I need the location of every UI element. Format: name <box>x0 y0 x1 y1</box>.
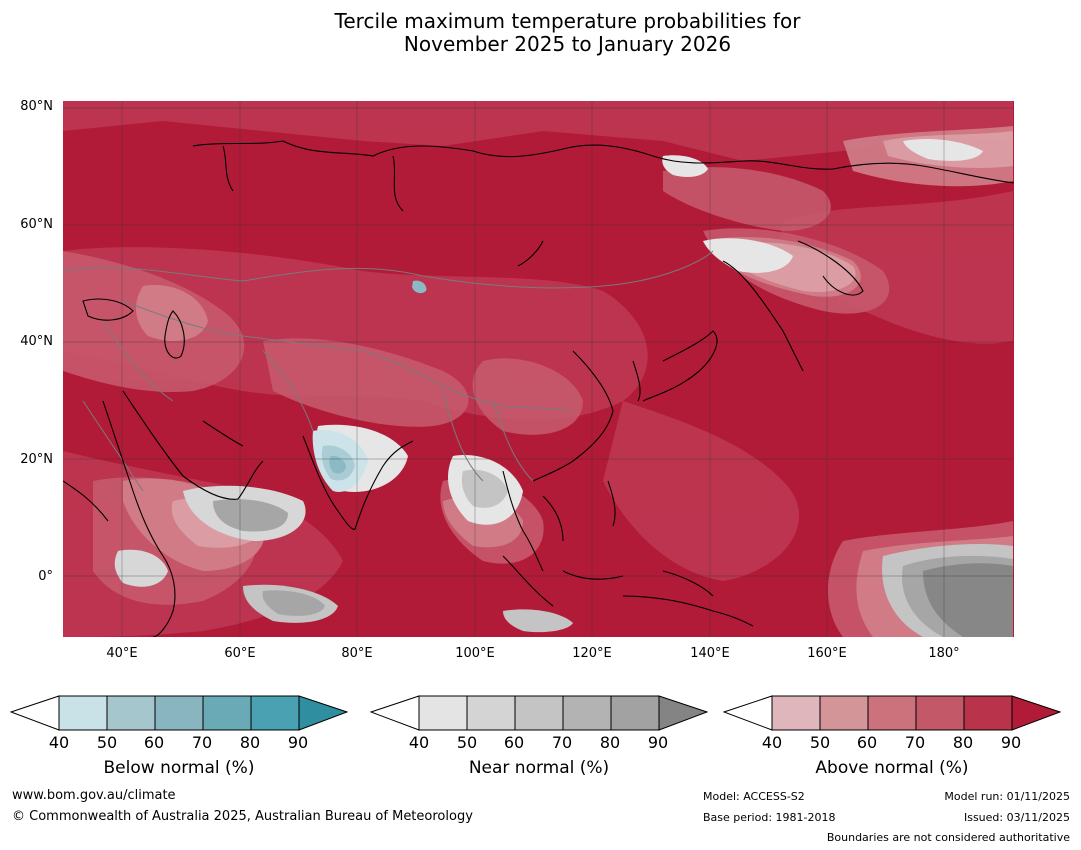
colorbar-segment <box>106 695 156 731</box>
tick: 60 <box>856 733 878 752</box>
lat-label-80n: 80°N <box>20 99 53 114</box>
below-normal-ticks: 40 50 60 70 80 90 <box>10 733 348 752</box>
tick: 50 <box>456 733 478 752</box>
below-normal-label: Below normal (%) <box>103 758 255 778</box>
lon-label-140e: 140°E <box>690 646 730 661</box>
lon-label-120e: 120°E <box>572 646 612 661</box>
colorbar-segment <box>466 695 516 731</box>
lon-label-180: 180° <box>928 646 960 661</box>
colorbar-extend-triangle <box>298 695 348 731</box>
colorbar-segment <box>915 695 965 731</box>
colorbar-segment <box>610 695 660 731</box>
colorbar-segment <box>963 695 1013 731</box>
tick: 90 <box>647 733 669 752</box>
coastlines <box>63 140 1014 637</box>
tick: 70 <box>551 733 573 752</box>
colorbar-segment <box>154 695 204 731</box>
tick: 40 <box>48 733 70 752</box>
tick: 50 <box>809 733 831 752</box>
chart-title: Tercile maximum temperature probabilitie… <box>0 10 1081 56</box>
base-period-text: Base period: 1981-2018 <box>703 811 836 824</box>
graticule <box>63 101 1014 637</box>
lon-label-100e: 100°E <box>455 646 495 661</box>
tick: 70 <box>904 733 926 752</box>
colorbar-segment <box>514 695 564 731</box>
lat-label-0: 0° <box>38 569 53 584</box>
model-run-text: Model run: 01/11/2025 <box>944 790 1070 803</box>
map-svg <box>63 101 1014 637</box>
colorbar-segment <box>250 695 300 731</box>
lon-label-40e: 40°E <box>106 646 138 661</box>
probability-map <box>63 101 1014 637</box>
colorbar-extend-triangle <box>1011 695 1061 731</box>
tick: 80 <box>599 733 621 752</box>
tick: 40 <box>408 733 430 752</box>
lat-label-40n: 40°N <box>20 334 53 349</box>
below-normal-zones <box>312 280 427 492</box>
tick: 40 <box>761 733 783 752</box>
near-normal-zones <box>114 139 1013 637</box>
title-line-2: November 2025 to January 2026 <box>403 32 732 56</box>
tick: 60 <box>143 733 165 752</box>
colorbar-segment <box>58 695 108 731</box>
colorbar-segment <box>202 695 252 731</box>
lat-label-20n: 20°N <box>20 452 53 467</box>
colorbar-extend-triangle <box>658 695 708 731</box>
tick: 60 <box>503 733 525 752</box>
tick: 50 <box>96 733 118 752</box>
below-normal-colorbar <box>10 695 348 731</box>
near-normal-ticks: 40 50 60 70 80 90 <box>370 733 708 752</box>
colorbar-segment <box>771 695 821 731</box>
lon-label-60e: 60°E <box>224 646 256 661</box>
copyright-text: © Commonwealth of Australia 2025, Austra… <box>12 809 473 824</box>
disclaimer-text: Boundaries are not considered authoritat… <box>826 831 1070 844</box>
above-normal-colorbar <box>723 695 1061 731</box>
tick: 70 <box>191 733 213 752</box>
colorbar-segment <box>562 695 612 731</box>
title-line-1: Tercile maximum temperature probabilitie… <box>334 9 801 33</box>
lat-label-60n: 60°N <box>20 217 53 232</box>
issued-text: Issued: 03/11/2025 <box>963 811 1070 824</box>
tick: 90 <box>1000 733 1022 752</box>
lon-label-160e: 160°E <box>807 646 847 661</box>
near-normal-label: Near normal (%) <box>468 758 610 778</box>
above-normal-label: Above normal (%) <box>815 758 969 778</box>
tick: 90 <box>287 733 309 752</box>
near-normal-colorbar <box>370 695 708 731</box>
colorbar-segment <box>418 695 468 731</box>
website-link[interactable]: www.bom.gov.au/climate <box>12 788 176 803</box>
colorbar-segment <box>819 695 869 731</box>
tick: 80 <box>239 733 261 752</box>
lon-label-80e: 80°E <box>341 646 373 661</box>
tick: 80 <box>952 733 974 752</box>
model-text: Model: ACCESS-S2 <box>703 790 805 803</box>
country-boundaries <box>63 250 714 492</box>
above-normal-ticks: 40 50 60 70 80 90 <box>723 733 1061 752</box>
colorbar-segment <box>867 695 917 731</box>
